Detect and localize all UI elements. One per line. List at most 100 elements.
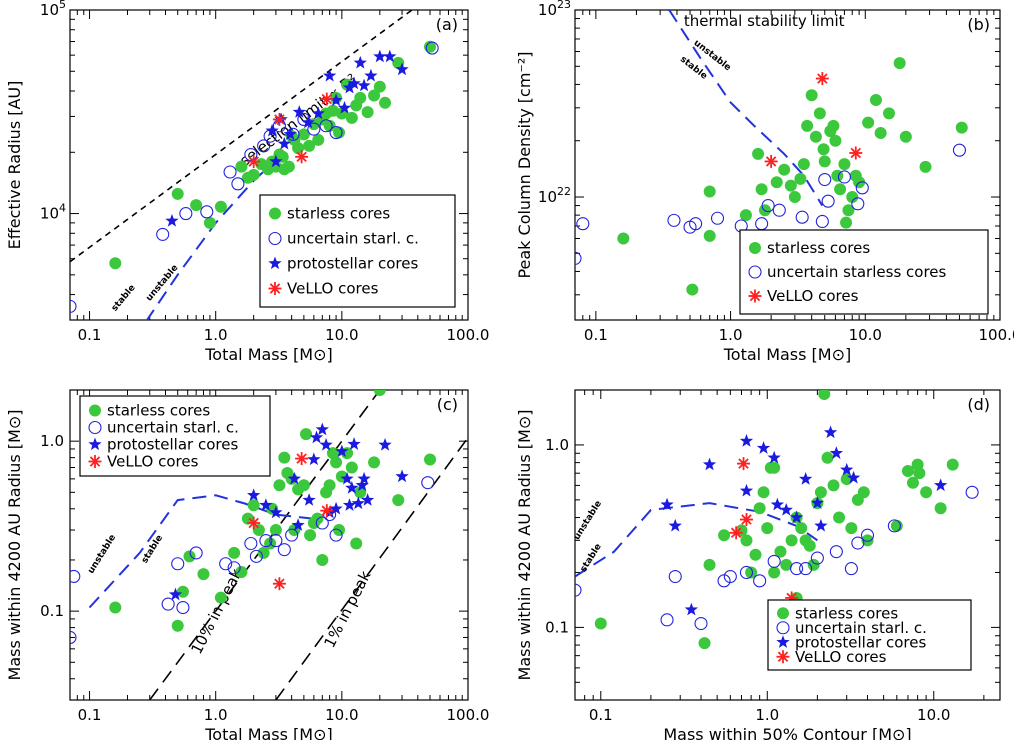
data-point	[818, 155, 831, 168]
data-point	[814, 486, 827, 499]
data-point	[784, 179, 797, 192]
data-point	[849, 146, 863, 160]
legend: starless cores uncertain starless cores Ve…	[739, 229, 989, 315]
legend-entry: starless cores	[287, 205, 390, 223]
data-point	[913, 467, 926, 480]
data-point	[851, 536, 865, 550]
data-point	[772, 203, 786, 217]
legend-entry: protostellar cores	[287, 255, 418, 273]
series-asterisk	[247, 452, 334, 591]
data-point	[355, 478, 369, 491]
data-point	[846, 470, 861, 484]
data-point	[297, 479, 310, 492]
data-point	[710, 211, 725, 225]
data-point	[821, 451, 834, 464]
data-point	[323, 119, 336, 132]
data-point	[703, 185, 716, 198]
data-point	[304, 529, 317, 542]
data-point	[70, 569, 81, 583]
data-point	[228, 546, 241, 559]
data-point	[795, 522, 808, 535]
data-point	[840, 216, 853, 229]
data-point	[235, 565, 248, 578]
data-point	[823, 425, 838, 439]
x-tick-label: 100.0	[447, 706, 490, 724]
x-tick-label: 0.1	[78, 706, 102, 724]
data-point	[247, 516, 261, 530]
plot-frame	[69, 9, 469, 321]
data-point	[354, 486, 367, 499]
legend-entry: uncertain starl. c.	[287, 230, 419, 248]
data-point	[857, 486, 870, 499]
data-point	[292, 105, 306, 118]
data-point	[241, 512, 254, 525]
data-point	[425, 41, 439, 55]
stability-limit-line	[668, 10, 824, 207]
data-point	[424, 453, 437, 466]
data-point	[694, 616, 708, 631]
legend-entry: VeLLO cores	[767, 287, 859, 305]
data-point	[247, 499, 260, 512]
y-tick-label: 1.0	[40, 432, 64, 450]
x-axis-label: Mass within 50% Contour [M⊙]	[663, 725, 911, 740]
data-point	[703, 229, 716, 242]
data-point	[745, 566, 758, 579]
series-open-circle	[70, 41, 439, 313]
data-point	[749, 548, 762, 561]
series-open-circle	[70, 476, 435, 645]
data-point	[660, 497, 674, 511]
data-point	[257, 546, 270, 559]
series-asterisk	[729, 457, 799, 605]
legend-marker	[748, 289, 762, 303]
x-tick-label: 10.0	[849, 326, 882, 344]
data-point	[319, 119, 333, 133]
data-point	[740, 534, 753, 547]
legend-entry: VeLLO cores	[795, 648, 887, 666]
series-star	[168, 422, 409, 601]
series-asterisk	[247, 92, 334, 169]
data-point	[834, 183, 847, 196]
data-point	[809, 130, 822, 143]
data-point	[297, 112, 311, 126]
selection-limit-line	[70, 10, 414, 263]
data-point	[814, 518, 828, 532]
data-point	[295, 150, 309, 164]
series-filled-circle	[109, 390, 437, 632]
data-point	[855, 181, 869, 195]
data-point	[684, 602, 699, 616]
data-point	[753, 574, 767, 588]
data-point	[269, 534, 283, 548]
data-point	[109, 257, 122, 270]
axis-ticks	[69, 389, 469, 701]
legend-marker	[748, 265, 762, 279]
data-point	[283, 127, 297, 141]
data-point	[301, 115, 315, 129]
data-point	[231, 177, 245, 191]
y-tick-label: 0.1	[40, 602, 64, 620]
data-point	[829, 446, 844, 459]
data-point	[259, 498, 273, 511]
data-point	[774, 545, 787, 558]
data-point	[277, 136, 291, 150]
data-point	[364, 68, 378, 82]
y-tick-label: 105	[40, 0, 66, 19]
data-point	[755, 217, 769, 231]
x-tick-label: 0.1	[78, 326, 102, 344]
data-point	[768, 566, 781, 579]
data-point	[770, 176, 783, 189]
data-point	[883, 107, 896, 120]
data-point	[244, 536, 258, 551]
data-point	[840, 462, 854, 476]
data-point	[176, 600, 190, 615]
data-point	[227, 561, 241, 575]
legend-marker	[89, 404, 101, 417]
legend-entry: starless cores	[795, 604, 898, 622]
data-point	[756, 441, 771, 454]
legend-entry: uncertain starl. c.	[795, 619, 927, 637]
data-point	[851, 197, 865, 211]
data-point	[795, 210, 809, 224]
x-tick-label: 1.0	[719, 326, 743, 344]
data-point	[165, 213, 179, 227]
